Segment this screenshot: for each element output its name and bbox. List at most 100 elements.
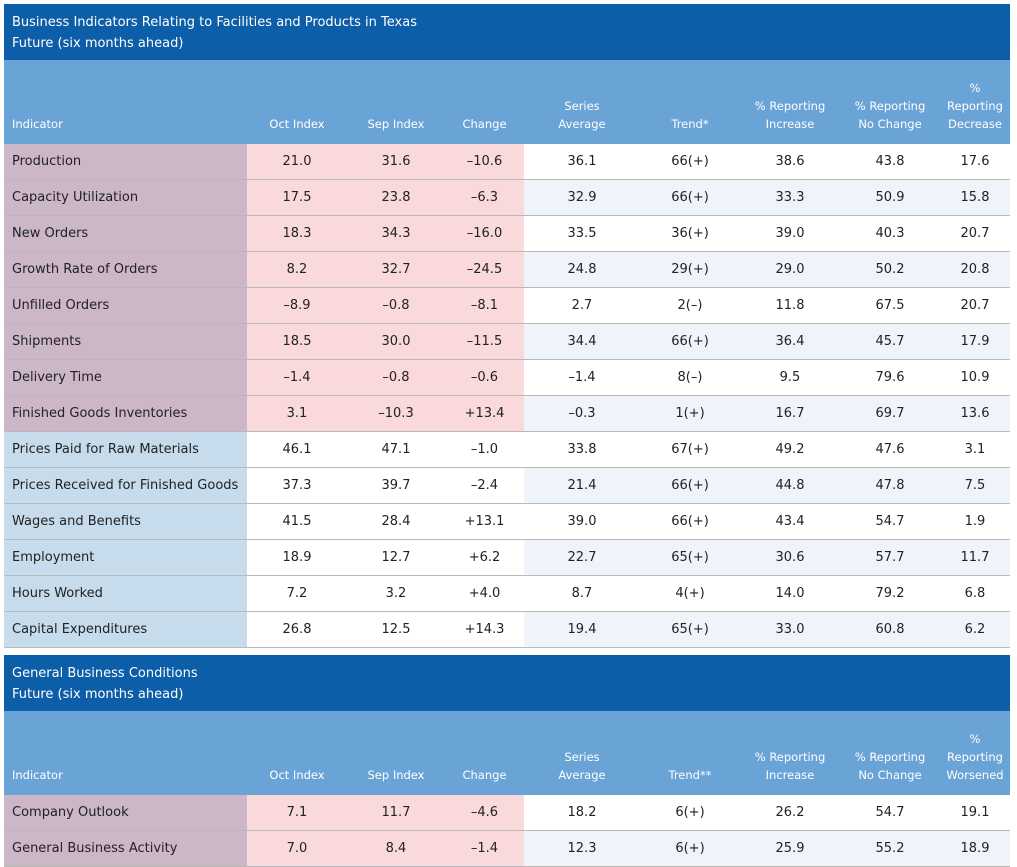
value-cell: 28.4 bbox=[347, 503, 445, 540]
header-line: Indicator bbox=[12, 768, 63, 782]
value-cell: 79.2 bbox=[840, 575, 940, 612]
column-header: Indicator bbox=[4, 711, 247, 795]
value-cell: 41.5 bbox=[247, 503, 347, 540]
value-cell: 50.2 bbox=[840, 251, 940, 288]
value-cell: 21.0 bbox=[247, 144, 347, 180]
column-header: Indicator bbox=[4, 60, 247, 144]
value-cell: 44.8 bbox=[740, 467, 840, 504]
header-line: No Change bbox=[858, 768, 922, 782]
value-cell: –0.8 bbox=[347, 359, 445, 396]
value-cell: 25.9 bbox=[740, 830, 840, 867]
column-header: % Reporting Increase bbox=[740, 711, 840, 795]
value-cell: +14.3 bbox=[445, 611, 524, 648]
value-cell: 47.6 bbox=[840, 431, 940, 468]
value-cell: –0.6 bbox=[445, 359, 524, 396]
value-cell: 36(+) bbox=[640, 215, 740, 252]
value-cell: 50.9 bbox=[840, 179, 940, 216]
value-cell: 54.7 bbox=[840, 503, 940, 540]
data-table: Indicator Oct Index Sep Index Change Series A… bbox=[4, 711, 1010, 867]
table-row: Employment 18.9 12.7 +6.2 22.7 65(+) 30.6 57.7 1… bbox=[4, 539, 1010, 576]
value-cell: 20.8 bbox=[940, 251, 1010, 288]
value-cell: 2(–) bbox=[640, 287, 740, 324]
table-row: Wages and Benefits 41.5 28.4 +13.1 39.0 66(+)… bbox=[4, 503, 1010, 540]
value-cell: 13.6 bbox=[940, 395, 1010, 432]
value-cell: +13.4 bbox=[445, 395, 524, 432]
value-cell: 1.9 bbox=[940, 503, 1010, 540]
value-cell: 11.7 bbox=[940, 539, 1010, 576]
column-header: Trend* bbox=[640, 60, 740, 144]
table-row: Growth Rate of Orders 8.2 32.7 –24.5 24.8 29(… bbox=[4, 251, 1010, 288]
value-cell: 20.7 bbox=[940, 287, 1010, 324]
table-head: Indicator Oct Index Sep Index Change Series A… bbox=[4, 60, 1010, 144]
table-title: General Business Conditions bbox=[12, 666, 198, 681]
header-line: % Reporting bbox=[854, 99, 926, 113]
value-cell: 10.9 bbox=[940, 359, 1010, 396]
value-cell: 7.5 bbox=[940, 467, 1010, 504]
header-row: Indicator Oct Index Sep Index Change Series A… bbox=[4, 711, 1010, 795]
value-cell: 7.2 bbox=[247, 575, 347, 612]
value-cell: 9.5 bbox=[740, 359, 840, 396]
value-cell: +13.1 bbox=[445, 503, 524, 540]
header-line: Increase bbox=[765, 117, 815, 131]
column-header: % Reporting No Change bbox=[840, 60, 940, 144]
indicator-cell: Employment bbox=[4, 539, 247, 576]
value-cell: 32.7 bbox=[347, 251, 445, 288]
value-cell: 67.5 bbox=[840, 287, 940, 324]
header-row: Indicator Oct Index Sep Index Change Series A… bbox=[4, 60, 1010, 144]
value-cell: 4(+) bbox=[640, 575, 740, 612]
value-cell: 57.7 bbox=[840, 539, 940, 576]
header-line: Reporting bbox=[947, 99, 1003, 113]
value-cell: –0.8 bbox=[347, 287, 445, 324]
header-line: Series bbox=[564, 750, 600, 764]
header-line: Change bbox=[462, 768, 507, 782]
header-line: Trend** bbox=[668, 768, 712, 782]
value-cell: 65(+) bbox=[640, 611, 740, 648]
value-cell: –6.3 bbox=[445, 179, 524, 216]
indicator-cell: Growth Rate of Orders bbox=[4, 251, 247, 288]
value-cell: –2.4 bbox=[445, 467, 524, 504]
value-cell: –8.1 bbox=[445, 287, 524, 324]
indicator-cell: Delivery Time bbox=[4, 359, 247, 396]
value-cell: 18.3 bbox=[247, 215, 347, 252]
header-line: Average bbox=[558, 117, 606, 131]
value-cell: 12.3 bbox=[524, 830, 640, 867]
value-cell: 3.1 bbox=[247, 395, 347, 432]
value-cell: 19.1 bbox=[940, 795, 1010, 831]
table-block: General Business Conditions Future (six m… bbox=[4, 655, 1010, 867]
value-cell: 29.0 bbox=[740, 251, 840, 288]
value-cell: –8.9 bbox=[247, 287, 347, 324]
header-line: Decrease bbox=[948, 117, 1002, 131]
table-row: Hours Worked 7.2 3.2 +4.0 8.7 4(+) 14.0 79.2 6.8 bbox=[4, 575, 1010, 612]
value-cell: 47.8 bbox=[840, 467, 940, 504]
value-cell: 55.2 bbox=[840, 830, 940, 867]
table-row: Production 21.0 31.6 –10.6 36.1 66(+) 38.6 43.8… bbox=[4, 144, 1010, 180]
table-row: Prices Received for Finished Goods 37.3 39… bbox=[4, 467, 1010, 504]
value-cell: 67(+) bbox=[640, 431, 740, 468]
value-cell: 33.5 bbox=[524, 215, 640, 252]
header-line: Oct Index bbox=[269, 117, 325, 131]
value-cell: 23.8 bbox=[347, 179, 445, 216]
header-line: Increase bbox=[765, 768, 815, 782]
value-cell: 47.1 bbox=[347, 431, 445, 468]
column-header: Oct Index bbox=[247, 60, 347, 144]
table-row: General Business Activity 7.0 8.4 –1.4 12.3 6… bbox=[4, 830, 1010, 867]
value-cell: 43.8 bbox=[840, 144, 940, 180]
table-title: Business Indicators Relating to Faciliti… bbox=[12, 15, 417, 30]
table-subtitle: Future (six months ahead) bbox=[12, 36, 184, 51]
value-cell: 39.7 bbox=[347, 467, 445, 504]
header-line: % Reporting bbox=[854, 750, 926, 764]
header-line: % bbox=[969, 732, 981, 746]
table-subtitle: Future (six months ahead) bbox=[12, 687, 184, 702]
value-cell: 6.8 bbox=[940, 575, 1010, 612]
header-line: No Change bbox=[858, 117, 922, 131]
value-cell: 26.2 bbox=[740, 795, 840, 831]
header-line: Average bbox=[558, 768, 606, 782]
value-cell: 3.2 bbox=[347, 575, 445, 612]
value-cell: 19.4 bbox=[524, 611, 640, 648]
value-cell: 24.8 bbox=[524, 251, 640, 288]
header-line: Sep Index bbox=[367, 768, 425, 782]
table-row: Prices Paid for Raw Materials 46.1 47.1 –1.… bbox=[4, 431, 1010, 468]
value-cell: 79.6 bbox=[840, 359, 940, 396]
value-cell: 37.3 bbox=[247, 467, 347, 504]
value-cell: 45.7 bbox=[840, 323, 940, 360]
